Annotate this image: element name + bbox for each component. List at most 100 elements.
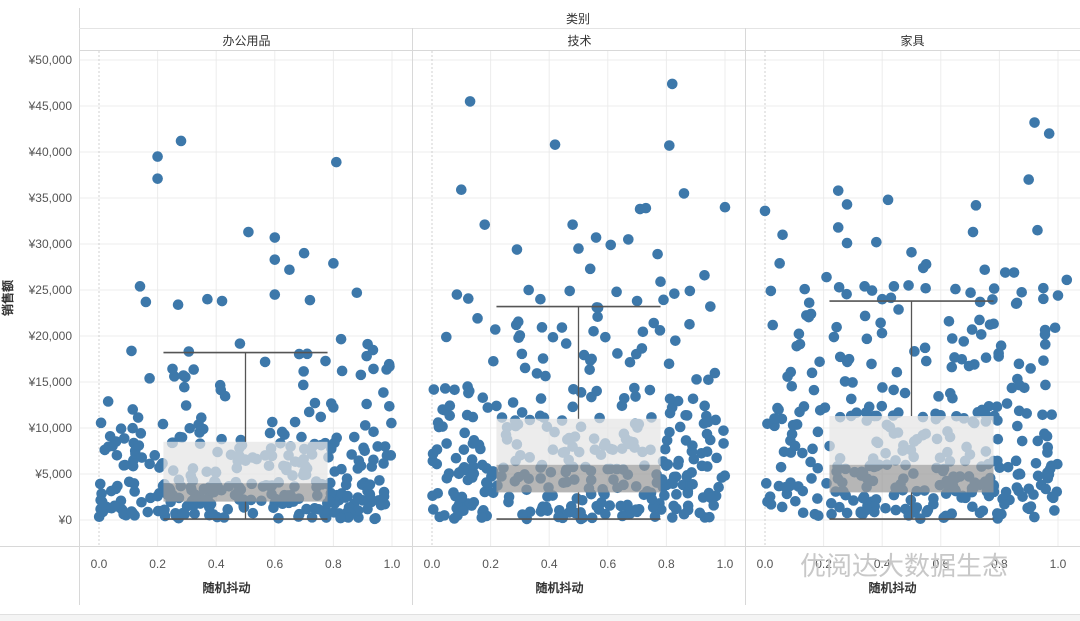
data-point xyxy=(178,370,189,381)
data-point xyxy=(947,392,958,404)
outlier-point xyxy=(623,234,634,245)
outlier-point xyxy=(871,236,882,248)
data-point xyxy=(861,333,873,345)
outlier-point xyxy=(719,201,731,213)
y-tick-label: ¥15,000 xyxy=(28,375,73,389)
x-tick-label: 0.0 xyxy=(757,557,774,571)
data-point xyxy=(980,352,992,364)
data-point xyxy=(516,348,528,360)
data-point xyxy=(1037,409,1048,421)
data-point xyxy=(127,460,139,472)
data-point xyxy=(540,370,551,382)
data-point xyxy=(372,441,384,452)
data-point xyxy=(855,506,867,518)
data-point xyxy=(899,387,911,399)
data-point xyxy=(516,407,528,418)
outlier-point xyxy=(464,96,476,107)
data-point xyxy=(560,338,572,349)
data-point xyxy=(772,402,783,414)
data-point xyxy=(669,288,680,299)
x-tick-label: 1.0 xyxy=(717,557,734,571)
x-tick-label: 0.8 xyxy=(325,557,342,571)
data-point xyxy=(1049,322,1061,334)
outlier-point xyxy=(523,284,534,296)
data-point xyxy=(799,283,811,295)
data-point xyxy=(760,478,772,489)
x-tick-label: 0.6 xyxy=(266,557,283,571)
data-point xyxy=(958,336,970,347)
data-point xyxy=(848,495,859,506)
outlier-point xyxy=(202,293,213,305)
data-point xyxy=(459,427,470,439)
data-point xyxy=(567,401,579,413)
data-point xyxy=(649,511,661,522)
data-point xyxy=(324,477,336,489)
data-point xyxy=(503,491,515,503)
data-point xyxy=(694,507,706,519)
data-point xyxy=(1039,339,1051,350)
outlier-point xyxy=(605,239,617,251)
data-point xyxy=(489,324,501,335)
outlier-point xyxy=(1029,117,1040,128)
data-point xyxy=(184,422,196,434)
data-point xyxy=(991,401,1003,413)
data-point xyxy=(109,500,120,512)
data-point xyxy=(888,384,899,396)
data-point xyxy=(127,404,139,415)
data-point xyxy=(99,444,111,456)
data-point xyxy=(575,507,586,518)
data-point xyxy=(648,317,660,329)
outlier-point xyxy=(351,287,363,299)
data-point xyxy=(987,294,998,305)
data-point xyxy=(107,440,118,452)
data-point xyxy=(142,506,154,518)
data-point xyxy=(988,283,1000,294)
outlier-point xyxy=(999,267,1011,278)
data-point xyxy=(359,420,371,431)
x-tick-label: 0.0 xyxy=(91,557,108,571)
data-point xyxy=(536,322,548,333)
data-point xyxy=(826,508,837,520)
outlier-point xyxy=(950,283,961,295)
data-point xyxy=(845,393,857,405)
data-point xyxy=(776,501,788,513)
outlier-point xyxy=(479,219,491,230)
data-point xyxy=(814,404,826,416)
data-point xyxy=(475,443,486,455)
outlier-point xyxy=(269,289,281,300)
data-point xyxy=(298,366,309,377)
data-point xyxy=(933,391,944,402)
data-point xyxy=(507,397,519,408)
data-point xyxy=(812,426,824,438)
data-point xyxy=(701,446,713,458)
data-point xyxy=(383,358,395,370)
footer-strip xyxy=(0,615,1080,621)
data-point xyxy=(806,367,818,379)
x-axis-title: 随机抖动 xyxy=(202,580,250,595)
y-tick-label: ¥50,000 xyxy=(28,53,73,67)
data-point xyxy=(575,387,587,398)
y-axis-title: 销售额 xyxy=(0,280,15,316)
outlier-point xyxy=(832,222,844,233)
data-point xyxy=(797,507,809,519)
data-point xyxy=(177,507,189,519)
data-point xyxy=(592,302,604,314)
data-point xyxy=(592,311,603,323)
outlier-point xyxy=(331,156,342,168)
data-point xyxy=(966,324,978,335)
data-point xyxy=(458,505,469,517)
data-point xyxy=(805,308,817,320)
data-point xyxy=(920,282,931,294)
outlier-point xyxy=(549,139,561,150)
data-point xyxy=(301,503,312,515)
data-point xyxy=(126,506,137,517)
data-point xyxy=(713,481,724,493)
data-point xyxy=(342,490,353,502)
data-point xyxy=(928,498,939,510)
outlier-point xyxy=(774,258,785,269)
data-point xyxy=(458,444,470,455)
outlier-point xyxy=(705,301,716,312)
data-point xyxy=(301,348,313,360)
data-point xyxy=(790,495,801,507)
data-point xyxy=(384,401,395,412)
